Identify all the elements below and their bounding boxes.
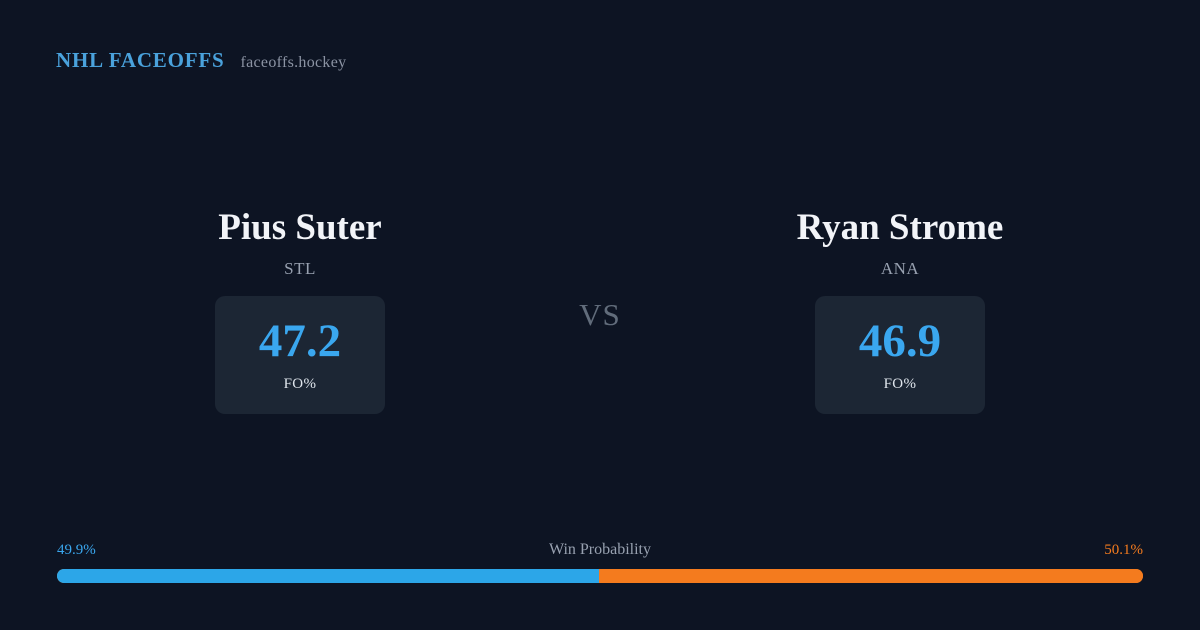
win-probability-section: 49.9% Win Probability 50.1% [57, 541, 1143, 583]
win-prob-left-pct: 49.9% [57, 542, 96, 558]
player-name: Pius Suter [218, 207, 382, 248]
win-prob-title: Win Probability [548, 541, 651, 558]
team-abbreviation: ANA [880, 259, 920, 279]
stat-box: 46.9 FO% [815, 296, 985, 415]
stat-box: 47.2 FO% [215, 296, 385, 415]
team-abbreviation: STL [284, 259, 316, 279]
header: NHL FACEOFFS faceoffs.hockey [56, 48, 346, 73]
stat-value: 47.2 [258, 314, 342, 367]
vs-label: VS [579, 297, 621, 332]
win-prob-right-pct: 50.1% [1104, 542, 1143, 558]
win-probability-labels: 49.9% Win Probability 50.1% [57, 541, 1143, 559]
site-url: faceoffs.hockey [240, 54, 347, 71]
win-prob-bar [57, 569, 1143, 583]
brand-title: NHL FACEOFFS [56, 48, 225, 72]
player-card-right: Ryan Strome ANA 46.9 FO% [700, 206, 1100, 415]
win-prob-bar-left [57, 569, 599, 583]
stat-label: FO% [283, 375, 317, 392]
win-prob-bar-right [598, 569, 1143, 583]
player-card-left: Pius Suter STL 47.2 FO% [100, 206, 500, 415]
stat-value: 46.9 [858, 314, 942, 367]
stat-label: FO% [883, 375, 917, 392]
player-name: Ryan Strome [796, 207, 1004, 248]
